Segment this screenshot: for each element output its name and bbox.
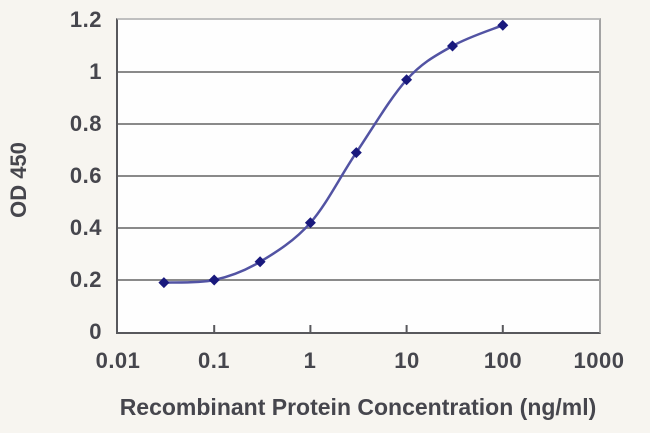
data-point-marker	[254, 256, 266, 268]
data-point-marker	[401, 74, 413, 86]
data-point-marker	[446, 40, 458, 52]
x-tick-label: 1	[303, 348, 317, 373]
plot-area	[116, 18, 601, 334]
y-tick-label: 0	[89, 319, 102, 344]
x-tick-label: 0.1	[197, 348, 231, 373]
data-point-marker	[497, 20, 509, 31]
x-axis-title: Recombinant Protein Concentration (ng/ml…	[119, 394, 597, 420]
y-tick-label: 0.8	[69, 111, 102, 136]
data-point-marker	[304, 217, 316, 229]
x-tick-label: 1000	[573, 348, 625, 373]
data-point-marker	[208, 274, 220, 286]
y-tick-label: 0.6	[69, 163, 102, 188]
y-tick-label: 1.2	[69, 7, 102, 32]
y-tick-label: 0.4	[69, 215, 102, 240]
x-tick-label: 10	[394, 348, 420, 373]
y-tick-label: 0.2	[69, 267, 102, 292]
curve-line	[163, 24, 504, 284]
data-point-marker	[350, 147, 362, 159]
y-tick-label: 1	[89, 59, 102, 84]
chart-canvas	[118, 20, 599, 332]
data-point-marker	[158, 277, 170, 289]
x-tick-label: 100	[483, 348, 523, 373]
x-tick-label: 0.01	[95, 348, 141, 373]
